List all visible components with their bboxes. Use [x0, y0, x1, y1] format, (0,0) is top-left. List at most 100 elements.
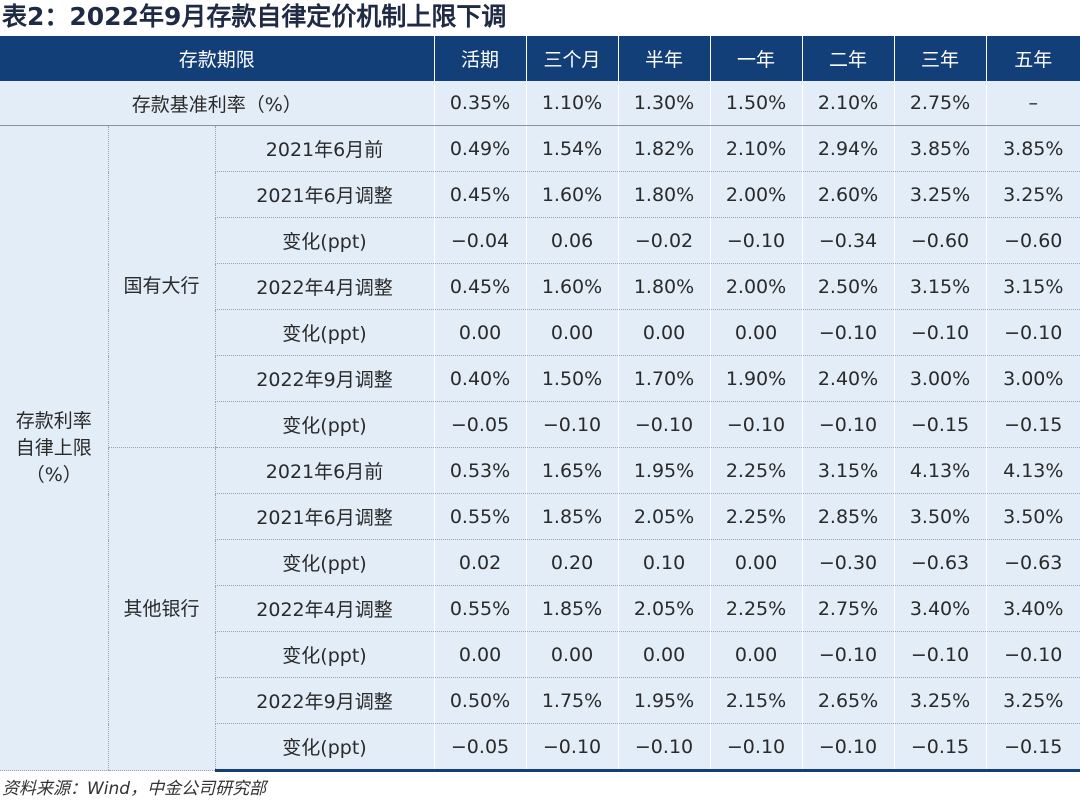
- table-row: 2022年4月调整 0.45% 1.60% 1.80% 2.00% 2.50% 3.15% 3…: [0, 263, 1080, 310]
- row-label: 2022年4月调整: [214, 263, 435, 310]
- rate-cell: 3.15%: [985, 263, 1080, 310]
- rate-cell: 0.40%: [433, 355, 527, 402]
- rate-cell: −0.10: [525, 723, 619, 772]
- table-row: 变化(ppt) −0.05 −0.10 −0.10 −0.10 −0.10 −0.15 −0.…: [0, 723, 1080, 772]
- deposit-cap-label: 存款利率 自律上限 （%）: [0, 125, 108, 771]
- rate-cell: −0.10: [801, 723, 895, 772]
- rate-cell: 3.15%: [801, 447, 895, 494]
- rate-cell: 3.50%: [985, 493, 1080, 540]
- rate-cell: 3.40%: [893, 585, 987, 632]
- rate-cell: 2.15%: [709, 677, 803, 724]
- rate-cell: −0.05: [433, 401, 527, 448]
- rate-cell: 3.40%: [985, 585, 1080, 632]
- rate-cell: −0.15: [893, 723, 987, 772]
- rate-cell: 1.60%: [525, 263, 619, 310]
- rate-cell: 0.53%: [433, 447, 527, 494]
- table-body: 存款基准利率（%） 0.35% 1.10% 1.30% 1.50% 2.10% …: [0, 81, 1080, 772]
- row-label: 2022年4月调整: [214, 585, 435, 632]
- row-label: 变化(ppt): [214, 631, 435, 678]
- rate-cell: 0.06: [525, 217, 619, 264]
- header-row: 存款期限 活期 三个月 半年 一年 二年 三年 五年: [0, 36, 1080, 81]
- rate-cell: 2.65%: [801, 677, 895, 724]
- rate-cell: 0.00: [525, 631, 619, 678]
- base-rate-label: 存款基准利率（%）: [0, 81, 435, 126]
- table-row: 2021年6月调整 0.55% 1.85% 2.05% 2.25% 2.85% 3.50% 3…: [0, 493, 1080, 540]
- table-row: 变化(ppt) −0.04 0.06 −0.02 −0.10 −0.34 −0.60 −0.6…: [0, 217, 1080, 264]
- rate-cell: −0.10: [801, 401, 895, 448]
- table-row: 2022年9月调整 0.40% 1.50% 1.70% 1.90% 2.40% 3.00% 3…: [0, 355, 1080, 402]
- rate-cell: 1.82%: [617, 125, 711, 172]
- rate-cell: 0.00: [433, 309, 527, 356]
- rate-cell: −0.10: [709, 401, 803, 448]
- rate-cell: −0.10: [617, 401, 711, 448]
- rate-cell: 1.95%: [617, 677, 711, 724]
- table-row: 2022年9月调整 0.50% 1.75% 1.95% 2.15% 2.65% 3.25% 3…: [0, 677, 1080, 724]
- rate-cell: 2.00%: [709, 171, 803, 218]
- bank-group-label: 其他银行: [107, 447, 215, 771]
- rate-cell: −0.15: [893, 401, 987, 448]
- rate-cell: 0.45%: [433, 263, 527, 310]
- rate-cell: 1.50%: [525, 355, 619, 402]
- rate-cell: 0.00: [433, 631, 527, 678]
- rate-cell: −0.63: [985, 539, 1080, 586]
- base-rate-row: 存款基准利率（%） 0.35% 1.10% 1.30% 1.50% 2.10% …: [0, 81, 1080, 126]
- term-header-cell: 五年: [985, 36, 1080, 81]
- rate-cell: 2.50%: [801, 263, 895, 310]
- term-header: 存款期限: [0, 36, 435, 81]
- row-label: 2022年9月调整: [214, 677, 435, 724]
- rate-cell: 3.15%: [893, 263, 987, 310]
- base-rate-cell: –: [985, 81, 1080, 126]
- rate-cell: 3.25%: [985, 171, 1080, 218]
- table-row: 2021年6月调整 0.45% 1.60% 1.80% 2.00% 2.60% 3.25% 3…: [0, 171, 1080, 218]
- base-rate-cell: 1.50%: [709, 81, 803, 126]
- rate-cell: 2.25%: [709, 447, 803, 494]
- rate-cell: −0.30: [801, 539, 895, 586]
- table-row: 变化(ppt) 0.02 0.20 0.10 0.00 −0.30 −0.63 −0.63: [0, 539, 1080, 586]
- rate-cell: −0.10: [525, 401, 619, 448]
- rate-cell: 3.25%: [893, 171, 987, 218]
- rate-cell: 1.85%: [525, 493, 619, 540]
- row-label: 变化(ppt): [214, 309, 435, 356]
- rate-cell: 0.50%: [433, 677, 527, 724]
- rate-cell: −0.04: [433, 217, 527, 264]
- rate-cell: 0.10: [617, 539, 711, 586]
- rate-cell: 2.05%: [617, 585, 711, 632]
- rate-cell: 0.49%: [433, 125, 527, 172]
- rate-cell: 3.00%: [893, 355, 987, 402]
- table-row: 2022年4月调整 0.55% 1.85% 2.05% 2.25% 2.75% 3.40% 3…: [0, 585, 1080, 632]
- rate-cell: 1.65%: [525, 447, 619, 494]
- rate-cell: 2.05%: [617, 493, 711, 540]
- rate-cell: 2.75%: [801, 585, 895, 632]
- rate-cell: 1.54%: [525, 125, 619, 172]
- rate-cell: 0.55%: [433, 585, 527, 632]
- rate-cell: 0.00: [709, 539, 803, 586]
- base-rate-cell: 2.10%: [801, 81, 895, 126]
- table-row: 其他银行 2021年6月前 0.53% 1.65% 1.95% 2.25% 3.15% 4.1…: [0, 447, 1080, 771]
- rate-cell: 1.85%: [525, 585, 619, 632]
- rate-cell: −0.05: [433, 723, 527, 772]
- term-header-cell: 三个月: [525, 36, 619, 81]
- rate-cell: −0.60: [893, 217, 987, 264]
- base-rate-cell: 0.35%: [433, 81, 527, 126]
- term-header-cell: 三年: [893, 36, 987, 81]
- bank-group-label: 国有大行: [107, 125, 215, 448]
- term-header-cell: 二年: [801, 36, 895, 81]
- row-label: 2022年9月调整: [214, 355, 435, 402]
- rate-cell: 1.70%: [617, 355, 711, 402]
- rate-cell: 3.00%: [985, 355, 1080, 402]
- row-label: 变化(ppt): [214, 539, 435, 586]
- rate-cell: 1.95%: [617, 447, 711, 494]
- rate-cell: 0.55%: [433, 493, 527, 540]
- source-note: 资料来源：Wind，中金公司研究部: [2, 779, 267, 799]
- rate-cell: 0.00: [709, 309, 803, 356]
- base-rate-cell: 1.30%: [617, 81, 711, 126]
- rate-cell: 2.85%: [801, 493, 895, 540]
- table-row: 变化(ppt) 0.00 0.00 0.00 0.00 −0.10 −0.10 −0.10: [0, 631, 1080, 678]
- deposit-rate-table: 存款期限 活期 三个月 半年 一年 二年 三年 五年 存款基准利率（%） 0.3…: [0, 36, 1080, 772]
- rate-cell: −0.10: [617, 723, 711, 772]
- rate-cell: 0.00: [525, 309, 619, 356]
- rate-cell: 1.80%: [617, 263, 711, 310]
- table-row: 变化(ppt) 0.00 0.00 0.00 0.00 −0.10 −0.10 −0.10: [0, 309, 1080, 356]
- rate-cell: 0.00: [709, 631, 803, 678]
- row-label: 变化(ppt): [214, 401, 435, 448]
